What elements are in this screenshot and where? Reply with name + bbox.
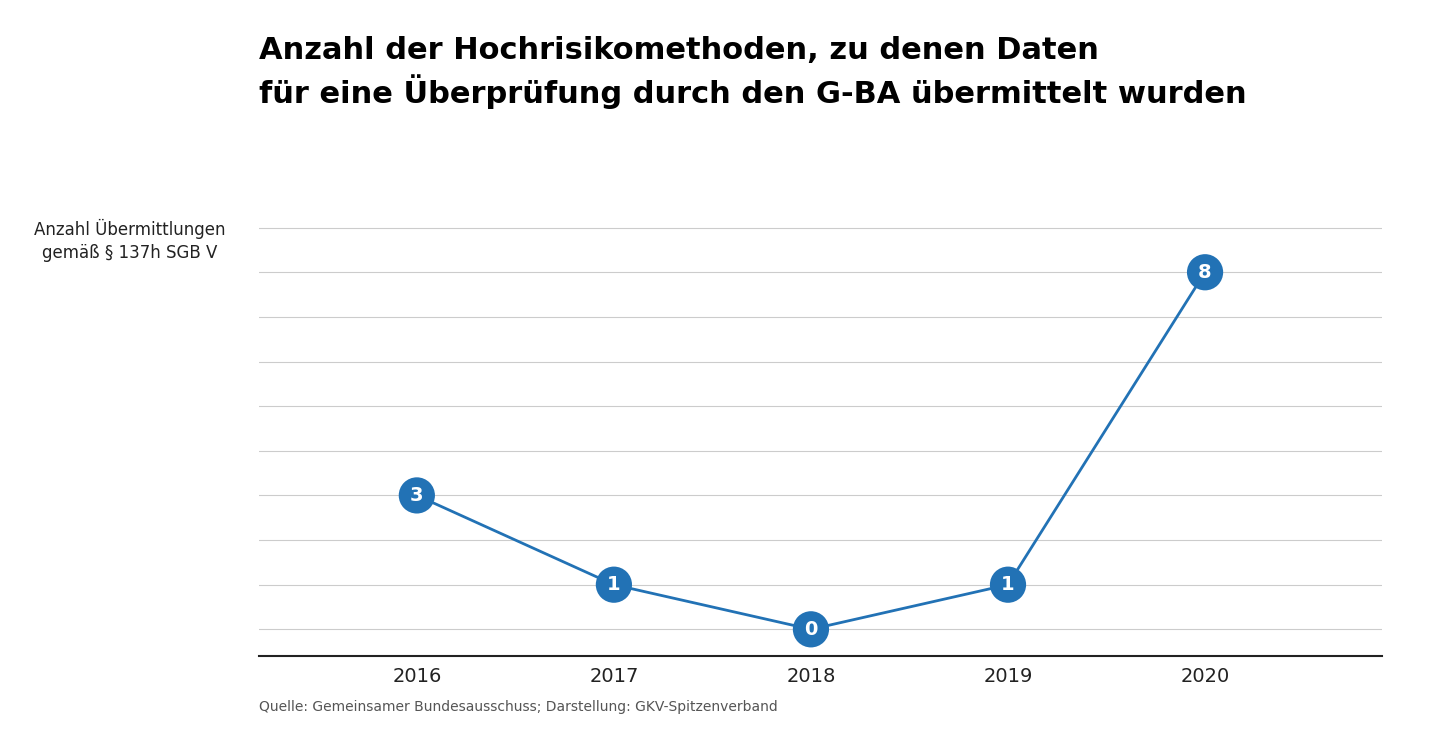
Text: 0: 0 <box>805 620 818 639</box>
Text: Anzahl Übermittlungen
gemäß § 137h SGB V: Anzahl Übermittlungen gemäß § 137h SGB V <box>35 219 225 262</box>
Point <box>1194 266 1217 278</box>
Point <box>996 579 1020 590</box>
Text: 1: 1 <box>1001 575 1015 594</box>
Point <box>602 579 625 590</box>
Text: 1: 1 <box>608 575 621 594</box>
Text: 3: 3 <box>410 486 423 505</box>
Text: Quelle: Gemeinsamer Bundesausschuss; Darstellung: GKV-Spitzenverband: Quelle: Gemeinsamer Bundesausschuss; Dar… <box>259 701 778 714</box>
Text: 8: 8 <box>1198 262 1212 282</box>
Text: Anzahl der Hochrisikomethoden, zu denen Daten
für eine Überprüfung durch den G-B: Anzahl der Hochrisikomethoden, zu denen … <box>259 36 1247 109</box>
Point <box>405 490 428 502</box>
Point <box>799 623 822 635</box>
